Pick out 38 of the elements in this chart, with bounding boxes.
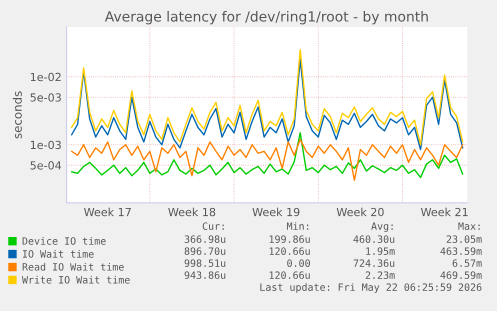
text: 0.00 bbox=[287, 259, 310, 267]
x-tick-label: Week 21 bbox=[420, 208, 468, 216]
text: 998.51u bbox=[184, 259, 226, 267]
text: 6.57m bbox=[452, 259, 482, 267]
text: 896.70u bbox=[184, 247, 226, 255]
text: Min: bbox=[286, 222, 308, 230]
line-series bbox=[70, 138, 464, 181]
line-series bbox=[70, 132, 464, 178]
y-tick-label: 1e-03 bbox=[30, 140, 61, 150]
x-tick-label: Week 19 bbox=[252, 208, 300, 216]
legend-label: IO Wait time bbox=[22, 250, 94, 258]
text: 23.05m bbox=[446, 235, 482, 243]
text: 199.86u bbox=[270, 235, 310, 243]
text: Last update: Fri May 22 06:25:59 2026 bbox=[260, 283, 482, 293]
text: 463.59m bbox=[440, 247, 482, 255]
text: 1.95m bbox=[366, 247, 395, 255]
y-tick-label: 5e-03 bbox=[30, 93, 61, 102]
y-tick-label: 5e-04 bbox=[30, 161, 62, 170]
legend-label: Write IO Wait time bbox=[22, 276, 130, 284]
text: 120.66u bbox=[270, 271, 310, 279]
text: 2.23m bbox=[366, 271, 395, 279]
y-tick-label: 1e-02 bbox=[30, 72, 61, 82]
x-tick-label: Week 17 bbox=[84, 208, 131, 216]
text: Cur: bbox=[202, 222, 224, 230]
chart-title: Average latency for /dev/ring1/root - by month bbox=[104, 10, 428, 24]
text: 724.36u bbox=[354, 259, 394, 267]
text: 366.98u bbox=[184, 235, 226, 243]
legend-label: Read IO Wait time bbox=[22, 262, 124, 271]
x-tick-label: Week 20 bbox=[336, 208, 384, 216]
text: 120.66u bbox=[270, 247, 310, 255]
text: 469.59m bbox=[440, 271, 482, 279]
legend-label: Device IO time bbox=[22, 237, 106, 245]
y-axis-title: seconds bbox=[12, 91, 22, 138]
text: Max: bbox=[458, 222, 480, 230]
x-tick-label: Week 18 bbox=[168, 208, 216, 216]
text: 943.86u bbox=[184, 271, 226, 279]
text: 460.30u bbox=[353, 235, 394, 243]
text: Avg: bbox=[371, 222, 393, 232]
